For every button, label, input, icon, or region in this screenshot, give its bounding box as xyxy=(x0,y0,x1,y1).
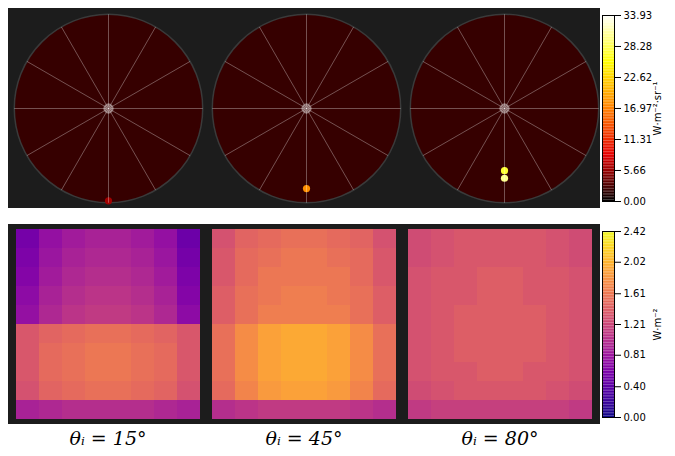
svg-text:2.42: 2.42 xyxy=(624,226,646,237)
html-text:θᵢ = 15°: θᵢ = 15° xyxy=(69,427,147,449)
svg-text:33.93: 33.93 xyxy=(624,10,653,21)
svg-text:1.21: 1.21 xyxy=(624,319,646,330)
svg-text:2.02: 2.02 xyxy=(624,256,646,267)
svg-text:5.66: 5.66 xyxy=(624,165,646,176)
svg-text:0.40: 0.40 xyxy=(624,381,646,392)
svg-text:1.61: 1.61 xyxy=(624,288,646,299)
html-text:θᵢ = 45°: θᵢ = 45° xyxy=(265,427,343,449)
svg-text:W·m⁻²·sr⁻¹: W·m⁻²·sr⁻¹ xyxy=(652,82,663,136)
svg-text:0.00: 0.00 xyxy=(624,196,646,207)
svg-text:28.28: 28.28 xyxy=(624,41,653,52)
svg-text:0.00: 0.00 xyxy=(624,412,646,423)
html-text:θᵢ = 80°: θᵢ = 80° xyxy=(461,427,539,449)
svg-text:0.81: 0.81 xyxy=(624,349,646,360)
svg-text:22.62: 22.62 xyxy=(624,72,653,83)
svg-text:16.97: 16.97 xyxy=(624,103,653,114)
svg-text:W·m⁻²: W·m⁻² xyxy=(652,308,663,340)
svg-text:11.31: 11.31 xyxy=(624,134,653,145)
